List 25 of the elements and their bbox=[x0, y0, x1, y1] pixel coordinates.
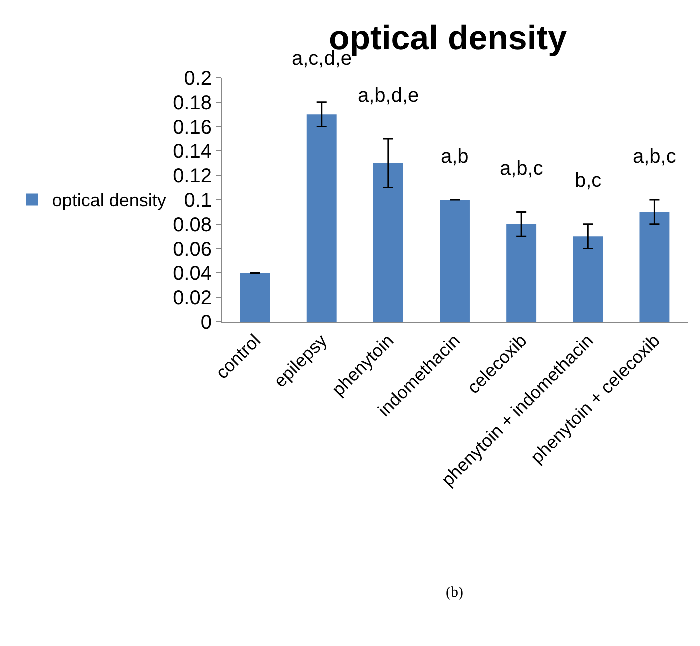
text: (b) bbox=[446, 585, 464, 601]
y-tick-label: 0 bbox=[200, 312, 212, 334]
annotation: a,b,c bbox=[633, 146, 676, 168]
bar bbox=[373, 163, 404, 322]
y-tick-label: 0.1 bbox=[184, 190, 212, 212]
annotation: a,b bbox=[441, 146, 469, 168]
y-tick-label: 0.18 bbox=[173, 92, 212, 114]
annotation: a,b,d,e bbox=[358, 85, 420, 107]
legend-label: optical density bbox=[52, 190, 166, 211]
y-tick-label: 0.12 bbox=[173, 166, 212, 188]
y-tick-label: 0.02 bbox=[173, 288, 212, 310]
bar bbox=[640, 212, 670, 322]
y-tick-label: 0.2 bbox=[184, 68, 212, 90]
annotation: a,b,c bbox=[500, 158, 544, 180]
y-tick-label: 0.14 bbox=[173, 141, 212, 164]
bar bbox=[306, 114, 337, 322]
y-tick-label: 0.04 bbox=[173, 263, 212, 286]
y-tick-label: 0.06 bbox=[173, 238, 212, 261]
bar bbox=[240, 273, 270, 322]
bar bbox=[440, 200, 470, 322]
bar bbox=[506, 224, 537, 322]
bar bbox=[573, 236, 604, 322]
y-tick-label: 0.16 bbox=[173, 116, 212, 139]
annotation: b,c bbox=[575, 170, 602, 192]
y-tick-label: 0.08 bbox=[173, 214, 212, 236]
